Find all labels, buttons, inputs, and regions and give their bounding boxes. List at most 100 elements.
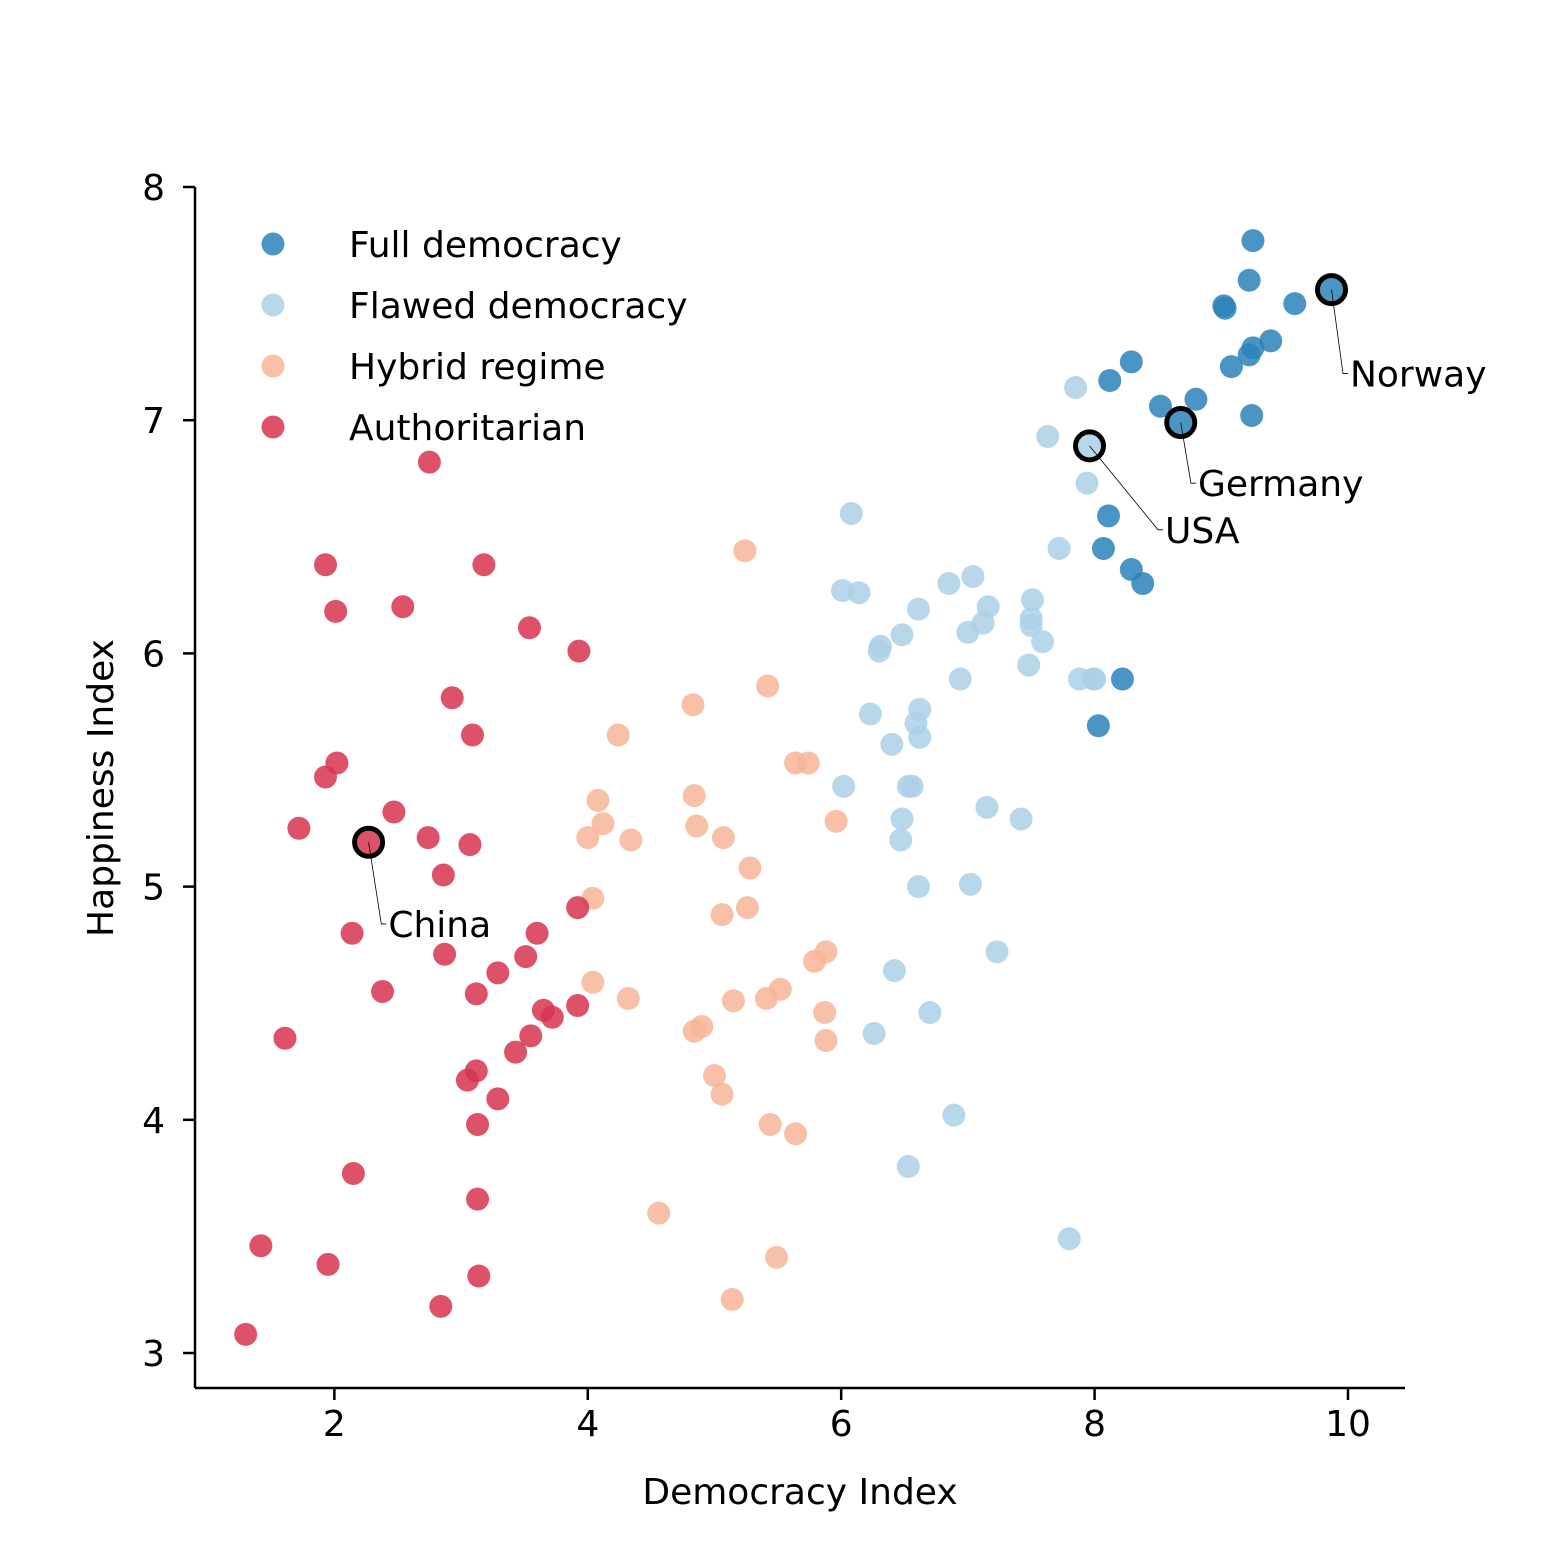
data-point	[486, 961, 510, 985]
y-axis-title: Happiness Index	[81, 639, 122, 937]
legend-label: Authoritarian	[349, 408, 586, 449]
y-tick-label: 5	[142, 868, 165, 909]
data-point	[566, 994, 590, 1018]
data-point	[942, 1103, 966, 1127]
data-point	[455, 1068, 479, 1092]
data-point	[896, 1154, 920, 1178]
data-point	[890, 807, 914, 831]
data-point	[249, 1234, 273, 1258]
data-point	[619, 828, 643, 852]
data-point	[1237, 268, 1261, 292]
data-point	[735, 896, 759, 920]
x-tick-label: 2	[323, 1404, 346, 1445]
data-point	[796, 751, 820, 775]
data-point	[234, 1322, 258, 1346]
y-tick-label: 8	[142, 168, 165, 209]
data-point	[880, 732, 904, 756]
series-authoritarian	[234, 450, 591, 1346]
data-point	[433, 942, 457, 966]
data-point	[882, 959, 906, 983]
data-point	[710, 903, 734, 927]
data-point	[681, 693, 705, 717]
data-point	[710, 1082, 734, 1106]
data-point	[814, 1029, 838, 1053]
data-point	[906, 597, 930, 621]
y-tick-label: 6	[142, 634, 165, 675]
data-point	[519, 1024, 543, 1048]
data-point	[1075, 471, 1099, 495]
data-point	[1091, 536, 1115, 560]
y-tick-label: 3	[142, 1334, 165, 1375]
data-point	[1019, 613, 1043, 637]
data-point	[586, 788, 610, 812]
data-point	[768, 977, 792, 1001]
data-point	[948, 667, 972, 691]
data-point	[803, 949, 827, 973]
data-point	[1036, 425, 1060, 449]
data-point	[525, 921, 549, 945]
annotation-leader-line	[1089, 445, 1163, 531]
data-point	[985, 940, 1009, 964]
highlight-ring	[1164, 406, 1198, 440]
series-full-democracy	[1086, 229, 1344, 738]
highlight-ring	[1315, 273, 1349, 307]
data-point	[1017, 653, 1041, 677]
data-point	[616, 987, 640, 1011]
highlight-ring	[352, 825, 386, 859]
data-point	[1086, 714, 1110, 738]
legend-marker	[261, 232, 285, 256]
data-point	[540, 1005, 564, 1029]
legend-label: Flawed democracy	[349, 286, 688, 327]
data-point	[1237, 343, 1261, 367]
data-point	[647, 1201, 671, 1225]
data-point	[391, 595, 415, 619]
data-point	[440, 686, 464, 710]
data-point	[464, 982, 488, 1006]
legend-marker	[261, 415, 285, 439]
data-point	[906, 875, 930, 899]
data-point	[1031, 630, 1055, 654]
data-point	[900, 774, 924, 798]
data-point	[382, 800, 406, 824]
data-point	[956, 620, 980, 644]
legend-label: Full democracy	[349, 225, 622, 266]
annotation-label: Germany	[1198, 464, 1363, 505]
data-point	[504, 1040, 528, 1064]
data-point	[314, 765, 338, 789]
data-point	[832, 774, 856, 798]
annotation-label: China	[388, 905, 491, 946]
data-point	[720, 1287, 744, 1311]
data-point	[908, 725, 932, 749]
annotation-leader-line	[1180, 422, 1196, 484]
x-tick-label: 10	[1325, 1404, 1371, 1445]
data-point	[765, 1245, 789, 1269]
data-point	[847, 581, 871, 605]
data-point	[1283, 292, 1307, 316]
series-hybrid-regime	[576, 539, 848, 1311]
data-point	[685, 814, 709, 838]
data-point	[1213, 296, 1237, 320]
x-axis-title: Democracy Index	[642, 1472, 957, 1513]
data-point	[958, 872, 982, 896]
ticks-layer: 2 4 6 8 10 3 4 5 6 7 8	[142, 168, 1371, 1445]
data-point	[517, 616, 541, 640]
data-point	[1098, 369, 1122, 393]
data-point	[472, 553, 496, 577]
data-point	[1131, 571, 1155, 595]
x-tick-label: 4	[576, 1404, 599, 1445]
legend-marker	[261, 354, 285, 378]
annotation-leader-line	[1331, 289, 1348, 374]
data-point	[316, 1252, 340, 1276]
legend-label: Hybrid regime	[349, 347, 606, 388]
data-point	[813, 1001, 837, 1025]
data-point	[733, 539, 757, 563]
data-point	[702, 1064, 726, 1088]
data-point	[862, 1022, 886, 1046]
data-point	[711, 826, 735, 850]
annotations-layer: Norway Germany USA China	[352, 273, 1487, 946]
data-point	[1009, 807, 1033, 831]
data-point	[467, 1264, 491, 1288]
data-point	[567, 639, 591, 663]
data-point	[1241, 229, 1265, 253]
